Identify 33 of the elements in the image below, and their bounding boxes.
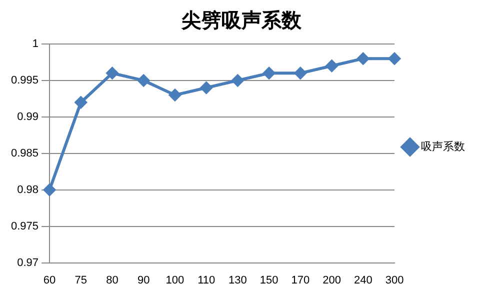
- point: [138, 74, 150, 86]
- x-tick-label: 75: [74, 274, 88, 286]
- y-tick-label: 0.97: [17, 256, 39, 269]
- point: [326, 60, 338, 72]
- point: [263, 67, 276, 80]
- x-tick-label: 110: [198, 274, 216, 286]
- point: [44, 184, 56, 196]
- chart-title: 尖劈吸声系数: [180, 8, 302, 32]
- legend-label: 吸声系数: [421, 140, 465, 153]
- point: [232, 74, 244, 86]
- x-tick-label: 240: [354, 274, 372, 286]
- x-tick-label: 80: [106, 274, 118, 286]
- x-tick-label: 60: [43, 274, 56, 286]
- point: [200, 82, 212, 94]
- y-tick-label: 0.99: [17, 110, 39, 123]
- x-tick-label: 90: [137, 274, 150, 286]
- point: [74, 96, 87, 108]
- y-tick-label: 0.975: [10, 220, 39, 232]
- x-tick-label: 170: [291, 274, 310, 286]
- point: [294, 67, 306, 80]
- x-tick-label: 200: [322, 274, 341, 286]
- x-tick-label: 150: [260, 274, 278, 286]
- y-tick-label: 0.995: [10, 74, 39, 86]
- point: [168, 89, 181, 102]
- point: [106, 67, 118, 80]
- x-tick-label: 100: [166, 274, 184, 286]
- x-tick-label: 130: [228, 274, 247, 286]
- y-tick-label: 0.985: [10, 147, 39, 160]
- y-tick-label: 1: [32, 38, 39, 50]
- point: [357, 52, 370, 65]
- x-tick-label: 300: [385, 274, 404, 286]
- y-tick-label: 0.98: [17, 184, 39, 196]
- point: [388, 52, 400, 65]
